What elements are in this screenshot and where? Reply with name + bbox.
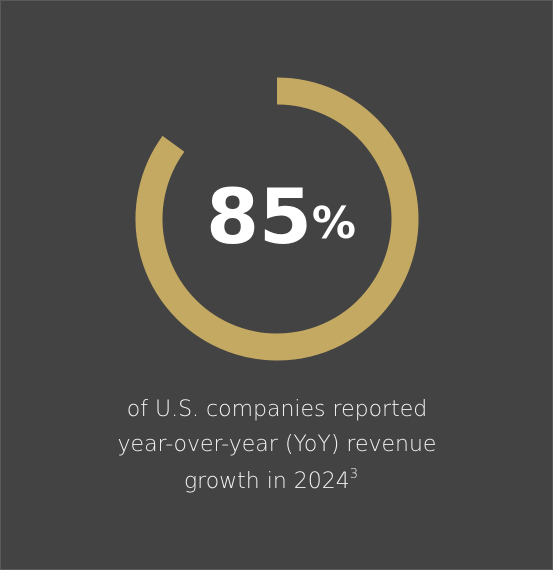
- caption-line: growth in 20243: [184, 467, 358, 495]
- caption-line: of U.S. companies reported: [127, 397, 427, 422]
- footnote-marker: 3: [350, 467, 358, 482]
- stat-number: 85: [206, 172, 312, 261]
- stat-sign: %: [312, 198, 356, 249]
- caption-line: year-over-year (YoY) revenue: [118, 432, 437, 457]
- stat-value: 85%: [206, 172, 356, 261]
- progress-arc: [135, 77, 419, 361]
